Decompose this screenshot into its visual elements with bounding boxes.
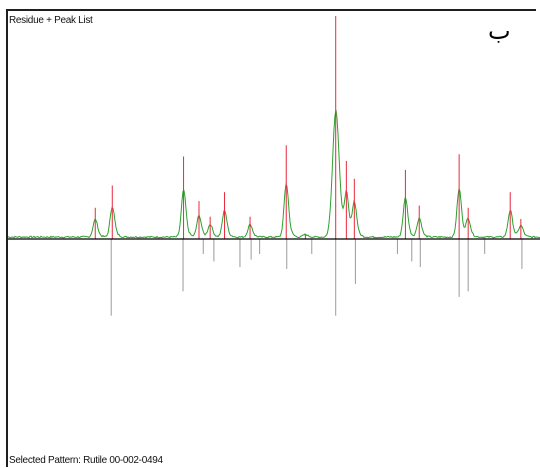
residue-line [7,110,540,239]
figure-letter: ب [488,17,511,45]
plot-frame [6,9,536,467]
selected-pattern-label: Selected Pattern: Rutile 00-002-0494 [9,455,163,466]
chart-title: Residue + Peak List [9,15,93,26]
residue-trace [7,110,540,239]
measured-peak-markers [94,16,522,239]
reference-peaks [110,239,523,316]
